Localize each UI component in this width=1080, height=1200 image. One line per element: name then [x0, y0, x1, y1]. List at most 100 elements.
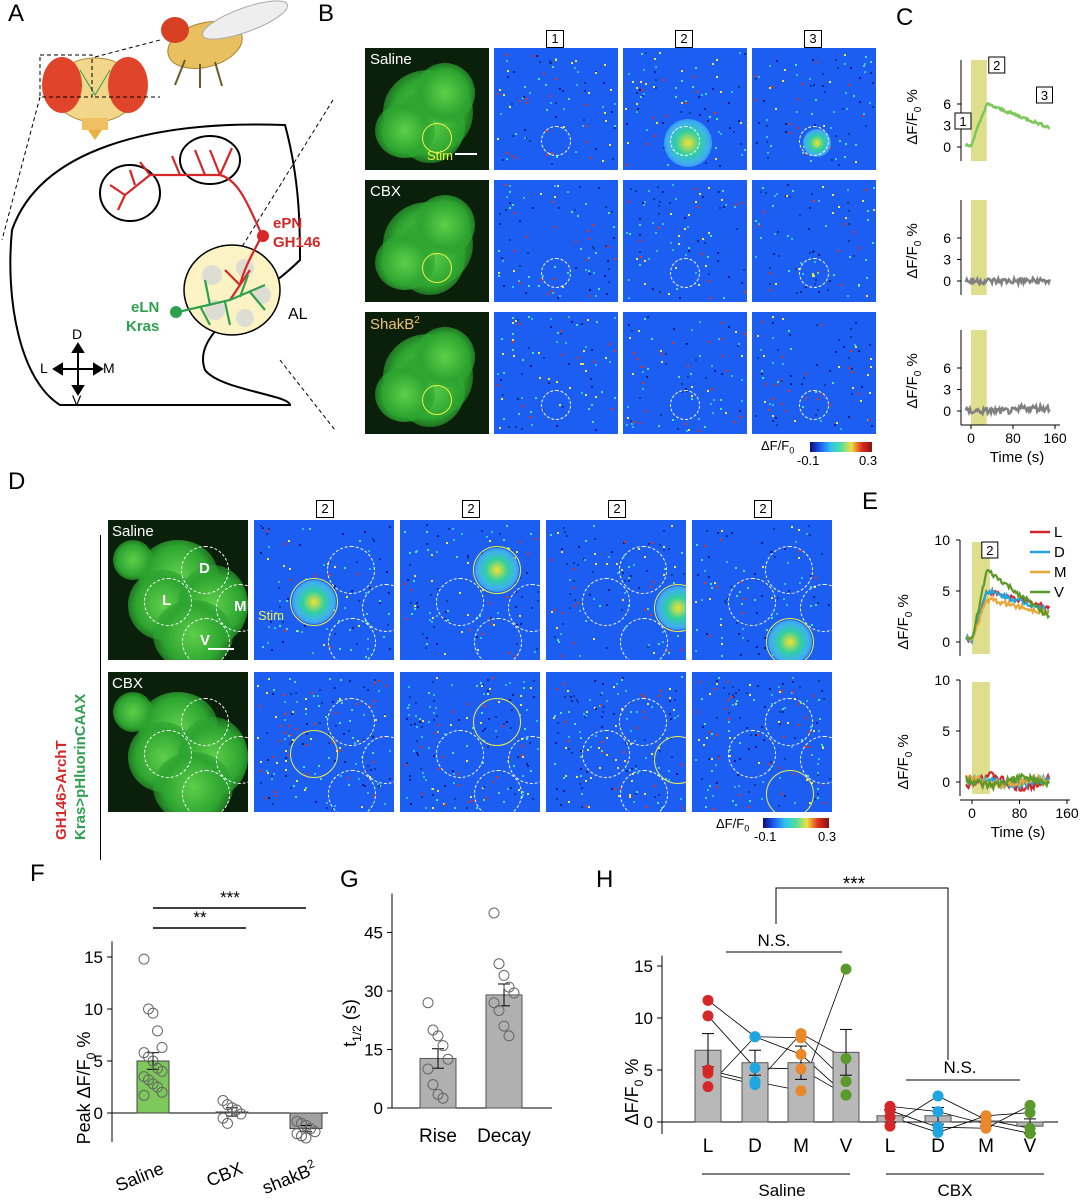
y-tick-label: 0	[644, 1113, 653, 1132]
glomerulus-label-l: L	[162, 592, 172, 609]
timepoint-marker-label: 2	[993, 58, 1000, 73]
heatmap-image	[546, 672, 686, 812]
compass-v: V	[72, 392, 82, 408]
heatmap-image	[400, 672, 540, 812]
data-point-l	[884, 1111, 896, 1123]
kras-label: Kras	[126, 318, 160, 335]
data-point-m	[795, 1032, 807, 1044]
stim-circle	[766, 618, 814, 660]
stim-region-outline	[670, 258, 700, 288]
glomerulus-outline	[144, 578, 192, 626]
fluorescence-image: CBX	[365, 180, 489, 302]
timepoint-marker: 2	[316, 500, 334, 518]
timepoint-marker-label: 1	[959, 114, 966, 129]
calyx	[99, 164, 161, 222]
unit: (s)	[340, 999, 360, 1025]
subscript: 0	[632, 1079, 646, 1086]
timepoint-marker-box	[988, 56, 1006, 74]
stim-region-outline	[541, 126, 571, 156]
unit: %	[895, 594, 912, 612]
stim-region-outline	[799, 258, 829, 288]
unit: %	[904, 353, 921, 371]
subject-line	[889, 1105, 1031, 1129]
fly-illustration	[161, 0, 288, 88]
colorbar	[763, 818, 829, 828]
data-point-m	[795, 1063, 807, 1075]
data-point-v	[840, 1089, 852, 1101]
subject-line	[889, 1112, 1031, 1133]
data-point	[437, 1040, 449, 1052]
kras-phluorin-label: Kras>pHluorinCAAX	[72, 693, 89, 840]
category-label-rise: Rise	[419, 1126, 457, 1147]
trace-d	[965, 587, 1050, 646]
y-tick-label: 10	[84, 1000, 103, 1019]
data-point-v	[840, 1053, 852, 1065]
glomerulus-outline	[474, 770, 522, 812]
unit: %	[904, 223, 921, 241]
heatmap-image	[254, 672, 394, 812]
fly-head-illustration	[39, 54, 148, 140]
glomerulus-outline	[328, 618, 376, 660]
data-point	[442, 1053, 454, 1065]
response-trace	[964, 101, 1051, 149]
data-point	[488, 907, 500, 919]
stim-circle	[473, 546, 521, 594]
x-tick-label: 160	[1043, 430, 1067, 446]
data-point	[493, 958, 505, 970]
panel-label-h: H	[596, 866, 614, 893]
y-axis-label: ΔF/F0 %	[904, 89, 924, 145]
y-tick-label: 0	[94, 1104, 103, 1123]
x-axis-label: Time (s)	[991, 824, 1045, 841]
response-trace	[964, 274, 1051, 289]
stim-circle	[473, 698, 521, 746]
stim-region-outline	[541, 390, 571, 420]
fluorescence-region	[415, 327, 475, 387]
category-label-v: V	[1024, 1136, 1037, 1157]
heatmap-image	[692, 672, 832, 812]
y-tick-label: 0	[942, 774, 950, 790]
heatmap-image	[494, 180, 618, 302]
category-label-shakb2: shakB2	[259, 1156, 320, 1198]
stim-circle	[766, 770, 814, 812]
glomerulus-label-d: D	[199, 560, 210, 577]
unit: %	[74, 1032, 94, 1053]
timepoint-marker: 2	[754, 500, 772, 518]
fluorescence-region	[113, 540, 153, 580]
panel-label-f: F	[30, 860, 45, 887]
y-tick-label: 3	[943, 252, 951, 268]
significance-label: ***	[220, 888, 240, 907]
category-label-v: V	[840, 1136, 853, 1157]
data-point	[156, 1065, 168, 1077]
glomerulus-outline	[182, 770, 230, 812]
y-axis-label: ΔF/F0 %	[895, 734, 915, 790]
stim-label: Stim	[427, 148, 453, 163]
glomerulus-outline	[765, 546, 813, 594]
data-point	[309, 1126, 321, 1138]
legend-label-l: L	[1054, 524, 1062, 541]
y-tick-label: 15	[364, 1041, 383, 1060]
group-label-cbx: CBX	[938, 1181, 973, 1200]
data-point-v	[1024, 1107, 1036, 1119]
fluorescence-image: Saline D L M V	[108, 520, 248, 660]
condition-label: CBX	[370, 183, 401, 200]
glomerulus-outline	[327, 546, 375, 594]
legend-label-v: V	[1054, 584, 1064, 601]
category-label-decay: Decay	[477, 1126, 531, 1147]
data-point	[503, 1030, 515, 1042]
y-tick-label: 5	[942, 583, 950, 599]
y-tick-label: 10	[934, 532, 950, 548]
glomerulus-label-m: M	[234, 598, 247, 615]
x-tick-label: 0	[968, 805, 976, 821]
compass-d: D	[72, 326, 83, 342]
stim-circle	[290, 730, 338, 778]
stimulus-band	[971, 200, 987, 295]
y-tick-label: 3	[943, 118, 951, 134]
compass-arrows	[52, 342, 104, 396]
subscript: 0	[904, 751, 915, 757]
glomerulus-outline	[619, 546, 667, 594]
superscript: 2	[305, 1156, 317, 1172]
data-point-l	[702, 1081, 714, 1093]
ns-label: N.S.	[943, 1058, 976, 1077]
y-tick-label: 5	[94, 1052, 103, 1071]
